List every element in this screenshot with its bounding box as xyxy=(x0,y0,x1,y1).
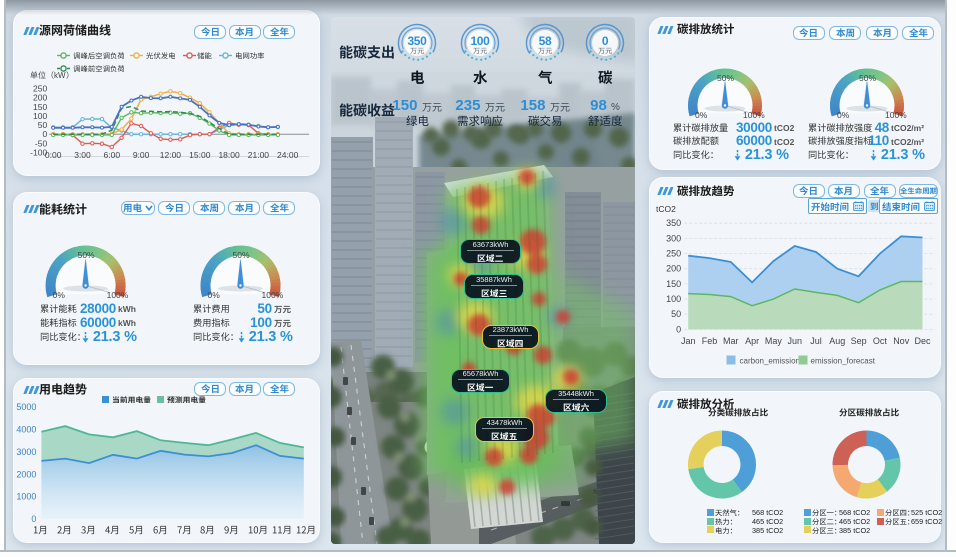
svg-text:9:00: 9:00 xyxy=(133,150,150,160)
svg-text:May: May xyxy=(765,336,783,346)
svg-text:Oct: Oct xyxy=(873,336,888,346)
svg-text:Aug: Aug xyxy=(829,336,845,346)
svg-text:3:00: 3:00 xyxy=(74,150,91,160)
svg-text:Feb: Feb xyxy=(702,336,718,346)
svg-text:350: 350 xyxy=(666,218,681,228)
svg-text:0: 0 xyxy=(676,324,681,334)
svg-text:250: 250 xyxy=(33,84,47,94)
svg-text:2000: 2000 xyxy=(16,469,36,479)
svg-text:0:00: 0:00 xyxy=(45,150,62,160)
svg-text:Sep: Sep xyxy=(851,336,867,346)
svg-text:Mar: Mar xyxy=(723,336,739,346)
svg-text:1000: 1000 xyxy=(16,492,36,502)
svg-text:0: 0 xyxy=(42,129,47,139)
svg-text:carbon_emission: carbon_emission xyxy=(740,357,800,366)
svg-text:Jun: Jun xyxy=(787,336,802,346)
svg-text:250: 250 xyxy=(666,249,681,259)
svg-text:3000: 3000 xyxy=(16,447,36,457)
svg-text:150: 150 xyxy=(33,102,47,112)
svg-text:Dec: Dec xyxy=(914,336,931,346)
svg-text:Jul: Jul xyxy=(810,336,822,346)
svg-text:12:00: 12:00 xyxy=(160,150,182,160)
svg-text:5000: 5000 xyxy=(16,402,36,412)
svg-text:4000: 4000 xyxy=(16,425,36,435)
svg-text:-50: -50 xyxy=(35,138,48,148)
svg-text:18:00: 18:00 xyxy=(218,150,240,160)
svg-text:200: 200 xyxy=(666,264,681,274)
svg-text:21:00: 21:00 xyxy=(248,150,270,160)
svg-text:Apr: Apr xyxy=(745,336,759,346)
svg-text:Jan: Jan xyxy=(681,336,696,346)
svg-text:15:00: 15:00 xyxy=(189,150,211,160)
svg-text:100: 100 xyxy=(33,111,47,121)
svg-text:300: 300 xyxy=(666,233,681,243)
svg-text:6:00: 6:00 xyxy=(104,150,121,160)
svg-text:-100: -100 xyxy=(30,147,47,157)
svg-text:50: 50 xyxy=(671,309,681,319)
svg-text:200: 200 xyxy=(33,93,47,103)
svg-text:150: 150 xyxy=(666,279,681,289)
svg-text:0: 0 xyxy=(31,514,36,524)
svg-text:Nov: Nov xyxy=(893,336,910,346)
svg-text:24:00: 24:00 xyxy=(277,150,299,160)
svg-text:50: 50 xyxy=(38,120,48,130)
svg-text:100: 100 xyxy=(666,294,681,304)
svg-text:emission_forecast: emission_forecast xyxy=(811,357,876,366)
